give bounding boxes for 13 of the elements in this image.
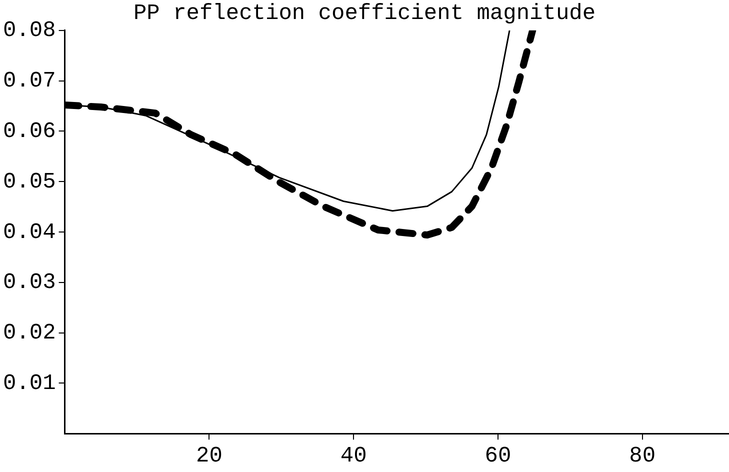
y-tick-label: 0.08 [2,18,56,44]
x-tick-label: 40 [340,444,367,469]
chart-title: PP reflection coefficient magnitude [133,1,596,26]
y-tick-label: 0.01 [2,371,56,396]
y-tick-label: 0.07 [2,68,56,94]
y-tick-label: 0.04 [2,220,56,245]
x-tick-label: 60 [484,444,512,469]
y-tick-label: 0.02 [2,320,56,346]
x-tick-label: 80 [629,444,656,469]
x-tick-label: 20 [196,444,222,469]
y-tick-label: 0.03 [2,270,56,296]
y-tick-label: 0.06 [2,119,56,144]
y-tick-label: 0.05 [2,169,56,194]
